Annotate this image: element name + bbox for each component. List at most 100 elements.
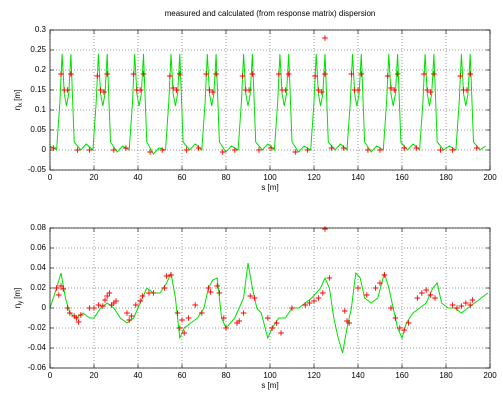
measured-marker: [312, 73, 318, 79]
measured-marker: [100, 303, 106, 309]
measured-marker: [73, 315, 80, 321]
measured-marker: [423, 287, 429, 293]
chart-title: measured and calculated (from response m…: [165, 9, 376, 18]
measured-marker: [401, 145, 407, 151]
measured-marker: [414, 295, 421, 301]
measured-marker: [467, 302, 473, 308]
y-tick-label: 0.02: [30, 283, 46, 292]
x-axis-label: s [m]: [261, 381, 278, 390]
measured-marker: [163, 273, 170, 279]
x-tick-label: 100: [263, 371, 277, 380]
measured-marker: [397, 325, 403, 331]
measured-marker: [355, 285, 361, 291]
y-tick-label: 0: [42, 145, 47, 154]
measured-marker: [311, 298, 317, 304]
y-tick-label: -0.06: [28, 363, 47, 372]
measured-marker: [388, 85, 394, 91]
measured-marker: [185, 315, 192, 321]
measured-marker: [322, 71, 328, 77]
measured-marker: [246, 87, 252, 93]
measured-marker: [124, 310, 130, 316]
measured-marker: [377, 280, 383, 286]
measured-marker: [195, 145, 202, 151]
measured-marker: [183, 147, 190, 153]
axes-frame: [49, 29, 491, 171]
y-tick-label: 0.2: [35, 65, 47, 74]
measured-marker: [223, 325, 229, 331]
y-tick-label: 0.04: [30, 263, 46, 272]
measured-marker: [392, 315, 399, 321]
measured-marker: [320, 290, 326, 296]
measured-marker: [278, 330, 284, 336]
measured-marker: [174, 310, 181, 316]
x-tick-label: 20: [90, 371, 99, 380]
measured-marker: [326, 275, 333, 281]
x-tick-label: 120: [307, 173, 321, 182]
measured-marker: [247, 293, 253, 299]
measured-marker: [292, 149, 299, 155]
measured-marker: [199, 310, 205, 316]
measured-marker: [394, 71, 401, 77]
measured-marker: [94, 73, 101, 79]
x-tick-label: 80: [222, 371, 231, 380]
measured-marker: [315, 295, 322, 301]
measured-marker: [150, 290, 157, 296]
measured-marker: [437, 147, 444, 153]
measured-marker: [64, 305, 71, 311]
measured-marker: [64, 87, 71, 93]
measured-marker: [431, 71, 437, 77]
measured-marker: [113, 298, 119, 304]
measured-marker: [285, 71, 292, 77]
measured-marker: [463, 300, 469, 306]
x-tick-label: 120: [307, 371, 321, 380]
y-tick-label: 0.06: [30, 243, 46, 252]
measured-marker: [50, 145, 57, 151]
measured-marker: [58, 283, 64, 289]
x-tick-label: 60: [178, 371, 187, 380]
measured-marker: [427, 292, 434, 298]
y-label-unit: [m]: [13, 288, 22, 299]
measured-marker: [236, 318, 242, 324]
measured-marker: [419, 290, 425, 296]
measured-marker: [454, 305, 460, 311]
measured-marker: [358, 71, 365, 77]
measured-marker: [282, 87, 289, 93]
measured-marker: [464, 87, 470, 93]
y-tick-label: -0.04: [28, 343, 47, 352]
measured-marker: [95, 302, 102, 308]
x-tick-label: 160: [395, 371, 409, 380]
x-tick-label: 200: [483, 173, 497, 182]
measured-marker: [102, 297, 108, 303]
y-tick-label: 0.25: [30, 45, 46, 54]
x-tick-label: 180: [439, 371, 453, 380]
y-tick-label: 0.08: [30, 223, 46, 232]
measured-marker: [348, 71, 355, 77]
measured-marker: [206, 87, 213, 93]
measured-marker: [170, 85, 176, 91]
measured-marker: [159, 147, 165, 153]
measured-marker: [137, 298, 143, 304]
x-tick-label: 160: [395, 173, 409, 182]
measured-marker: [304, 147, 311, 153]
y-label-symbol: η: [13, 106, 22, 110]
measured-marker: [302, 302, 308, 308]
measured-marker: [457, 73, 464, 79]
measured-marker: [315, 87, 322, 93]
measured-marker: [346, 320, 352, 326]
measured-marker: [123, 145, 129, 151]
y-axis-label: ηx [m]: [13, 90, 23, 111]
measured-marker: [251, 295, 258, 301]
x-tick-label: 60: [178, 173, 187, 182]
measured-marker: [239, 73, 246, 79]
measured-marker: [405, 320, 412, 326]
measured-marker: [421, 71, 427, 77]
x-tick-label: 20: [90, 173, 99, 182]
measured-marker: [214, 283, 220, 289]
y-tick-label: 0.3: [35, 25, 47, 34]
measured-marker: [474, 145, 480, 151]
x-tick-label: 0: [48, 173, 53, 182]
measured-marker: [67, 310, 73, 316]
measured-marker: [213, 71, 219, 77]
measured-marker: [177, 325, 183, 331]
